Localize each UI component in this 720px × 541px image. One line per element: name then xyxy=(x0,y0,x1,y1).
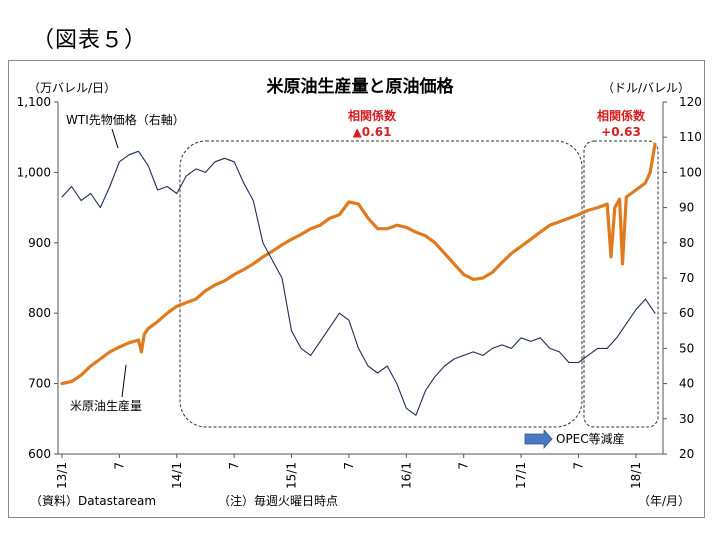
x-tick-label: 17/1 xyxy=(514,462,528,489)
chart-panel xyxy=(8,60,705,518)
x-tick-label: 7 xyxy=(571,462,585,470)
corr2-label: 相関係数 xyxy=(597,108,646,123)
right-tick-label: 120 xyxy=(679,95,702,109)
wti-price-series-line xyxy=(61,150,656,416)
left-tick-label: 1,100 xyxy=(17,95,51,109)
opec-label: OPEC等減産 xyxy=(556,431,625,446)
x-tick-label: 18/1 xyxy=(629,462,643,489)
left-tick-label: 900 xyxy=(28,236,51,250)
note-label: （注）毎週火曜日時点 xyxy=(218,493,338,508)
right-axis-ticks: 20 30 40 50 60 70 80 90 100 110 120 xyxy=(663,95,702,461)
right-tick-label: 30 xyxy=(679,412,694,426)
x-tick-label: 7 xyxy=(342,462,356,470)
opec-arrow-icon xyxy=(524,428,553,450)
left-tick-label: 600 xyxy=(28,447,51,461)
left-axis-ticks: 600 700 800 900 1,000 1,100 xyxy=(17,95,58,461)
production-series-line xyxy=(60,142,657,386)
x-tick-label: 15/1 xyxy=(285,462,299,489)
right-tick-label: 100 xyxy=(679,165,702,179)
wti-series-label: WTI先物価格（右軸） xyxy=(66,112,185,127)
right-tick-label: 90 xyxy=(679,201,694,215)
source-label: （資料）Datastaream xyxy=(30,494,156,508)
right-tick-label: 20 xyxy=(679,447,694,461)
x-tick-label: 7 xyxy=(227,462,241,470)
wti-leader-line xyxy=(111,128,119,149)
chart-title: 米原油生産量と原油価格 xyxy=(267,76,455,97)
left-tick-label: 800 xyxy=(28,306,51,320)
left-unit-label: （万バレル/日） xyxy=(28,81,116,95)
x-tick-label: 7 xyxy=(457,462,471,470)
right-tick-label: 80 xyxy=(679,236,694,250)
right-tick-label: 60 xyxy=(679,306,694,320)
right-unit-label: （ドル/バレル） xyxy=(602,81,690,95)
x-tick-label: 14/1 xyxy=(170,462,184,489)
figure-label: （図表５） xyxy=(32,28,148,53)
right-tick-label: 40 xyxy=(679,377,694,391)
right-tick-label: 50 xyxy=(679,341,694,355)
left-tick-label: 700 xyxy=(28,377,51,391)
left-tick-label: 1,000 xyxy=(17,165,51,179)
negative-correlation-region xyxy=(179,140,583,428)
production-series-label: 米原油生産量 xyxy=(70,398,142,413)
corr1-label: 相関係数 xyxy=(348,108,397,123)
corr1-value: ▲0.61 xyxy=(353,125,392,139)
x-tick-label: 13/1 xyxy=(55,462,69,489)
corr2-value: +0.63 xyxy=(601,125,641,139)
right-tick-label: 70 xyxy=(679,271,694,285)
series-layer xyxy=(60,142,657,416)
positive-correlation-region xyxy=(583,140,659,428)
x-tick-label: 16/1 xyxy=(399,462,413,489)
x-axis-ticks: 13/1 7 14/1 7 15/1 7 16/1 7 17/1 7 18/1 xyxy=(55,454,643,489)
x-unit-label: （年/月） xyxy=(638,494,690,508)
x-tick-label: 7 xyxy=(112,462,126,470)
production-leader-line xyxy=(121,364,127,398)
right-tick-label: 110 xyxy=(679,130,702,144)
